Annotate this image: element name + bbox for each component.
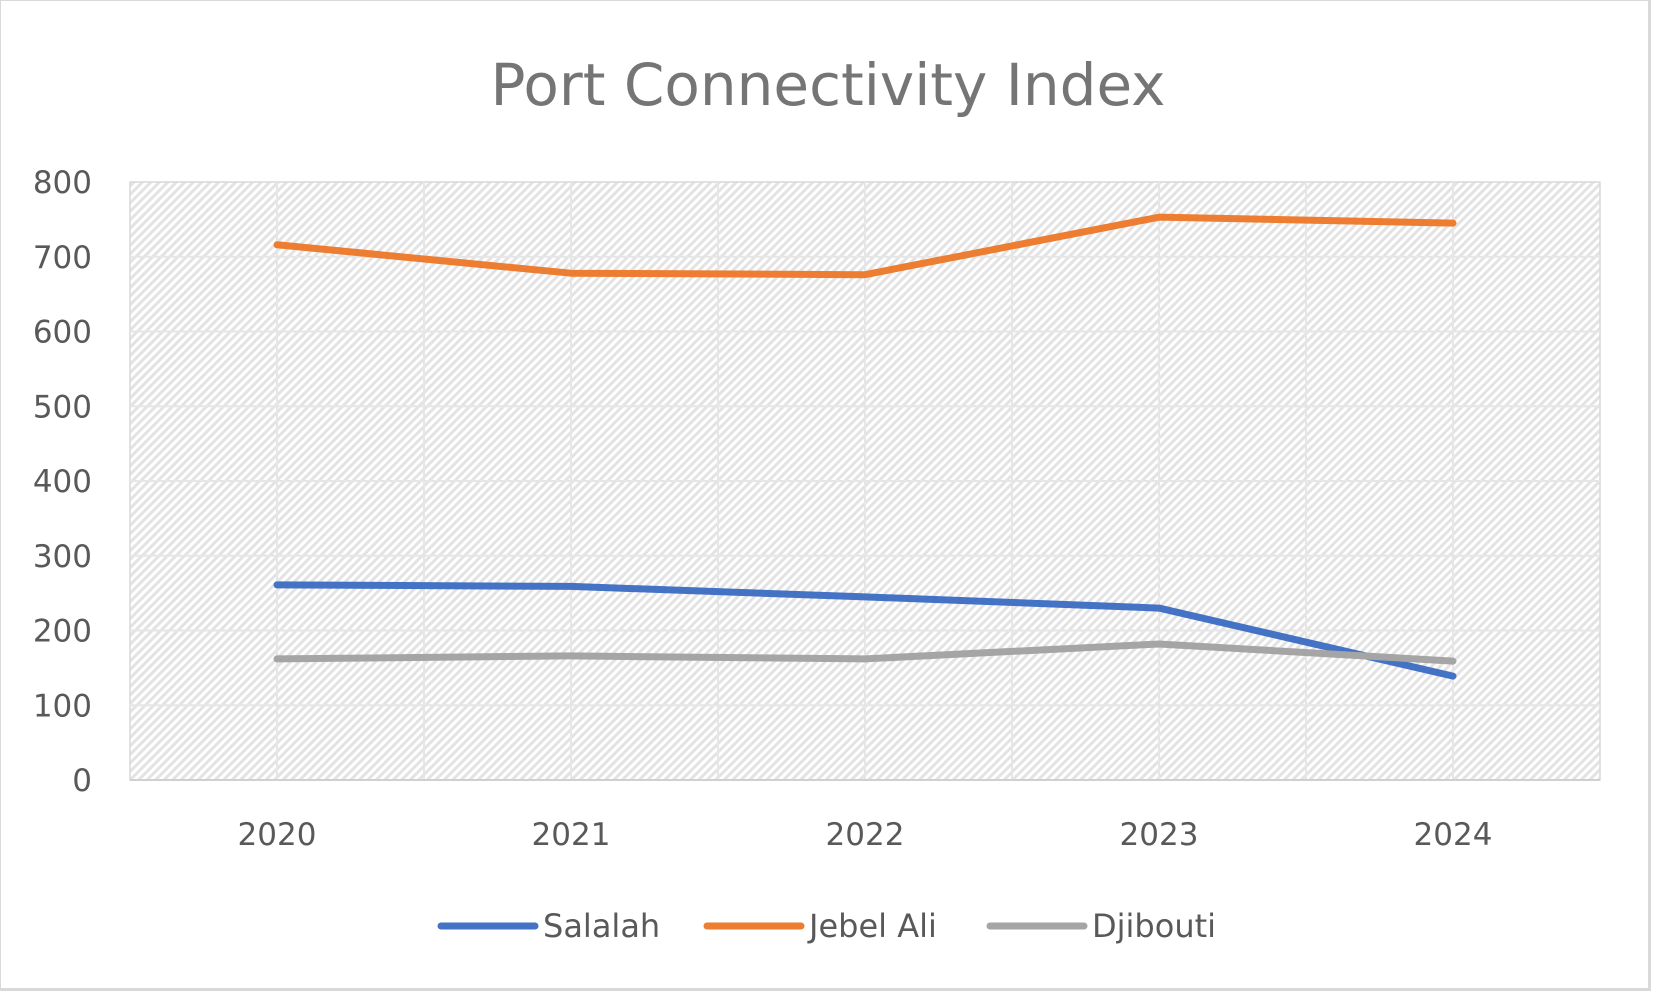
y-tick-label: 300 bbox=[33, 539, 92, 575]
x-tick-label: 2024 bbox=[1414, 817, 1493, 853]
x-tick-label: 2021 bbox=[532, 817, 611, 853]
y-tick-label: 600 bbox=[33, 315, 92, 351]
legend-label: Djibouti bbox=[1092, 907, 1216, 945]
y-tick-label: 700 bbox=[33, 240, 92, 276]
y-tick-label: 100 bbox=[33, 688, 92, 724]
legend-label: Jebel Ali bbox=[807, 907, 937, 945]
y-tick-label: 200 bbox=[33, 614, 92, 650]
x-axis: 2020 2021 2022 2023 2024 bbox=[238, 817, 1493, 853]
x-tick-label: 2022 bbox=[826, 817, 905, 853]
y-tick-label: 800 bbox=[33, 165, 92, 201]
legend: Salalah Jebel Ali Djibouti bbox=[437, 907, 1216, 945]
x-tick-label: 2023 bbox=[1120, 817, 1199, 853]
chart-title: Port Connectivity Index bbox=[491, 51, 1166, 119]
y-tick-label: 500 bbox=[33, 389, 92, 425]
gridlines bbox=[130, 182, 1600, 780]
x-tick-label: 2020 bbox=[238, 817, 317, 853]
y-tick-label: 0 bbox=[72, 763, 92, 799]
legend-label: Salalah bbox=[543, 907, 660, 945]
y-axis: 0 100 200 300 400 500 600 700 800 bbox=[33, 165, 92, 799]
y-tick-label: 400 bbox=[33, 464, 92, 500]
series-lines bbox=[273, 213, 1457, 680]
